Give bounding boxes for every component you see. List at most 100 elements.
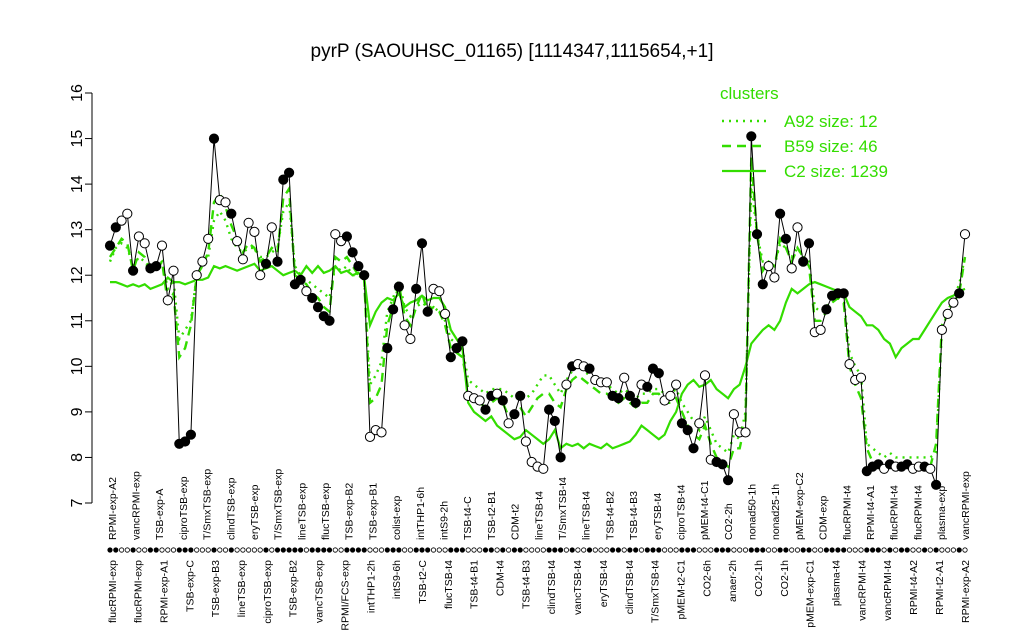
sample-dot	[373, 547, 379, 553]
x-tick-label: CDM-t2	[510, 504, 522, 540]
sample-dot	[448, 547, 454, 553]
data-point	[792, 222, 803, 233]
sample-dot	[130, 547, 136, 553]
chart-title: pyrP (SAOUHSC_01165) [1114347,1115654,+1…	[311, 41, 714, 62]
data-point	[128, 265, 139, 276]
data-point	[151, 261, 162, 272]
x-tick-label: intTHP1-2h	[365, 560, 377, 613]
x-tick-label: RPMI-t4-A2	[908, 560, 920, 615]
sample-dot	[731, 547, 737, 553]
data-point	[630, 397, 641, 408]
data-point	[931, 479, 942, 490]
sample-dot	[869, 547, 876, 553]
x-tick-label: CO2-2h	[723, 503, 735, 540]
sample-dot	[459, 547, 465, 553]
sample-dot	[794, 547, 801, 553]
data-point	[676, 418, 688, 429]
sample-dot	[222, 547, 229, 553]
data-point	[232, 236, 243, 247]
sample-dot	[846, 547, 853, 553]
sample-dot	[361, 547, 367, 553]
x-tick-label: TSB-exp-B2	[288, 560, 300, 617]
data-point	[954, 288, 965, 299]
x-tick-label: flucRPMI-exp	[107, 560, 119, 623]
data-point	[671, 379, 682, 390]
sample-dot	[396, 547, 402, 553]
sample-dot	[575, 547, 581, 553]
sample-dot	[673, 547, 679, 553]
x-labels-upper: RPMI-exp-A2 vancRPMI-exp TSB-exp-A ciproTSB…	[107, 469, 972, 540]
x-tick-label: CO2-1h	[779, 560, 791, 597]
x-tick-label: clindTSB-exp	[225, 477, 237, 540]
x-tick-label: flucRPMI-t4	[889, 485, 901, 540]
sample-dot	[355, 547, 361, 553]
x-tick-label: T/SmxTSB-t4	[650, 560, 662, 623]
sample-dot	[817, 547, 824, 553]
sample-dot	[864, 547, 870, 553]
data-point	[740, 427, 751, 438]
sample-dot	[263, 547, 269, 553]
sample-dot	[690, 547, 697, 553]
sample-dot	[563, 547, 570, 553]
sample-dot	[581, 547, 587, 553]
sample-dot	[292, 547, 298, 553]
legend-label: B59 size: 46	[784, 137, 878, 156]
sample-dot	[656, 547, 662, 553]
data-point	[295, 274, 306, 285]
sample-dot	[494, 547, 500, 553]
sample-dot	[321, 547, 327, 553]
data-point	[584, 363, 595, 374]
sample-dot	[650, 547, 656, 553]
sample-dot	[170, 547, 177, 553]
sample-dot	[119, 547, 125, 553]
sample-dot	[950, 547, 957, 553]
x-tick-label: intTHP1-6h	[415, 487, 427, 540]
sample-dot	[765, 547, 772, 553]
sample-dot	[338, 547, 344, 553]
data-point	[694, 418, 705, 429]
sample-dot	[153, 547, 159, 553]
sample-dot	[552, 547, 558, 553]
sample-dot	[211, 547, 217, 553]
x-tick-label: pMEM-exp-C1	[805, 560, 817, 628]
data-point	[104, 240, 116, 251]
x-tick-label: clindTSB-t4	[624, 560, 636, 614]
sample-dot	[332, 547, 338, 553]
sample-dot	[713, 547, 720, 553]
x-tick-label: nonad50-1h	[747, 484, 759, 540]
data-point	[382, 343, 393, 354]
series-line-solid	[110, 262, 966, 451]
data-point	[746, 131, 757, 142]
sample-dot	[482, 547, 489, 553]
x-tick-label: TSB-t4-B3	[628, 491, 640, 540]
sample-dot	[812, 547, 818, 553]
data-point	[284, 167, 295, 178]
sample-dot	[488, 547, 494, 553]
sample-dot	[297, 547, 304, 553]
x-labels-lower: flucRPMI-exp flucRPMI-exp RPMI-exp-A1 TSB-e…	[107, 560, 972, 631]
data-point	[688, 443, 699, 454]
x-tick-label: TSB-t4-B3	[520, 560, 532, 609]
x-tick-label: pMEM-t2-C1	[675, 560, 687, 620]
sample-dot	[401, 547, 408, 553]
data-point	[272, 256, 283, 267]
x-tick-label: plasma-exp	[936, 486, 948, 540]
sample-dot	[962, 547, 968, 553]
data-point	[815, 324, 826, 335]
sample-dot	[679, 547, 685, 553]
sample-dot	[217, 547, 223, 553]
data-point	[203, 233, 214, 244]
data-point	[191, 270, 202, 281]
y-tick-label: 8	[69, 453, 86, 462]
x-tick-label: CDM-exp	[818, 496, 830, 540]
sample-dot	[806, 547, 812, 553]
data-point	[133, 231, 144, 242]
x-tick-label: TSB-exp-B1	[367, 483, 379, 540]
y-tick-label: 13	[69, 221, 86, 239]
data-point	[422, 306, 433, 317]
sample-dot	[875, 547, 881, 553]
data-point	[393, 281, 404, 292]
sample-dot	[315, 547, 321, 553]
x-tick-label: lineTSB-t4	[533, 491, 545, 540]
x-tick-label: flucTSB-t4	[443, 560, 455, 609]
